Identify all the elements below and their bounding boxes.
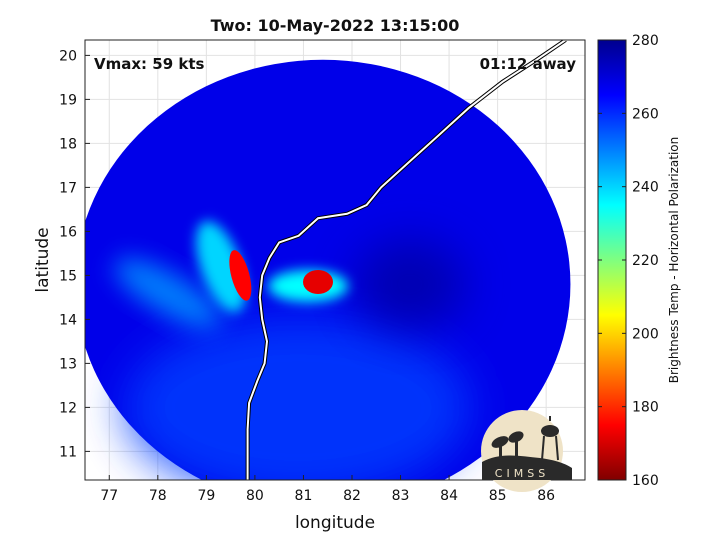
vmax-annotation: Vmax: 59 kts — [94, 55, 204, 73]
colorbar-tick-label: 160 — [632, 473, 659, 489]
x-tick-label: 80 — [246, 488, 264, 504]
x-tick-label: 84 — [440, 488, 458, 504]
water-tower-icon — [541, 425, 559, 437]
y-tick-label: 15 — [59, 268, 77, 284]
colorbar-tick-label: 240 — [632, 180, 659, 196]
logo-hill — [482, 455, 572, 480]
colorbar-tick-label: 180 — [632, 400, 659, 416]
y-tick-label: 19 — [59, 92, 77, 108]
swath-texture — [355, 239, 466, 330]
x-tick-label: 79 — [197, 488, 215, 504]
dish-icon — [491, 436, 509, 448]
x-tick-label: 83 — [392, 488, 410, 504]
colorbar — [597, 39, 627, 481]
x-tick-label: 81 — [295, 488, 313, 504]
axis-ticks: 77 78 79 80 81 82 83 84 85 86 11 12 13 14 15 16 17 18 19 20 — [59, 48, 555, 504]
y-tick-label: 16 — [59, 224, 77, 240]
colorbar-ticks: 160 180 200 220 240 260 280 — [598, 33, 659, 489]
rainband-core — [229, 250, 252, 301]
rainband-outer — [195, 220, 246, 313]
x-tick-label: 77 — [100, 488, 118, 504]
swath-layer — [85, 40, 571, 480]
dish-icon — [508, 431, 524, 443]
y-tick-label: 20 — [59, 48, 77, 64]
y-tick-label: 18 — [59, 136, 77, 152]
dish-stand — [499, 444, 502, 458]
x-tick-label: 78 — [149, 488, 167, 504]
y-tick-label: 17 — [59, 180, 77, 196]
y-tick-label: 11 — [59, 444, 77, 460]
convective-core — [303, 270, 334, 294]
y-tick-label: 13 — [59, 356, 77, 372]
colorbar-tick-label: 260 — [632, 106, 659, 122]
dish-stand — [515, 439, 518, 457]
coastline-highlight — [246, 40, 567, 480]
colorbar-tick-label: 220 — [632, 253, 659, 269]
time-away-annotation: 01:12 away — [480, 55, 577, 73]
logo-text: CIMSS — [495, 467, 549, 480]
y-tick-label: 12 — [59, 400, 77, 416]
y-tick-label: 14 — [59, 312, 77, 328]
x-tick-label: 85 — [489, 488, 507, 504]
colorbar-tick-label: 200 — [632, 326, 659, 342]
colorbar-label: Brightness Temp - Horizontal Polarizatio… — [667, 137, 681, 384]
plot-frame — [84, 39, 586, 481]
x-tick-label: 82 — [343, 488, 361, 504]
cimss-logo: CIMSS — [481, 410, 572, 492]
rainband-spiral — [114, 258, 221, 328]
colorbar-tick-label: 280 — [632, 33, 659, 49]
chart-title: Two: 10-May-2022 13:15:00 — [211, 16, 460, 35]
swath-texture — [124, 317, 472, 480]
x-axis-label: longitude — [295, 513, 375, 533]
y-axis-label: latitude — [33, 227, 53, 292]
x-tick-label: 86 — [537, 488, 555, 504]
